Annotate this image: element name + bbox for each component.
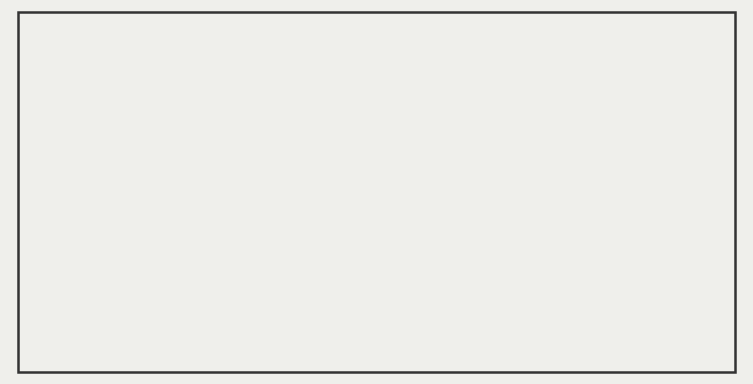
Text: 144,176: 144,176 xyxy=(447,230,498,243)
Bar xyxy=(23,62,730,276)
Text: 2,600: 2,600 xyxy=(688,126,724,139)
Text: 2017: 2017 xyxy=(31,152,62,166)
Text: Year: Year xyxy=(31,84,58,98)
Text: 2,600: 2,600 xyxy=(688,152,724,166)
Bar xyxy=(23,250,730,276)
Text: 2018: 2018 xyxy=(31,179,62,192)
Text: 2,600: 2,600 xyxy=(688,179,724,192)
Text: Table 2: U.S. PHCs Estimated Lives Saved, 2016-2020: Table 2: U.S. PHCs Estimated Lives Saved… xyxy=(30,40,429,53)
Text: 177,716: 177,716 xyxy=(446,205,498,217)
Text: 2,700: 2,700 xyxy=(688,230,724,243)
Text: 2016: 2016 xyxy=(31,126,62,139)
Text: 169,547: 169,547 xyxy=(447,179,498,192)
Text: Number of Estimated
Lives Saved: Number of Estimated Lives Saved xyxy=(239,77,373,105)
Bar xyxy=(23,120,730,146)
Bar xyxy=(23,172,730,198)
Bar xyxy=(23,224,730,250)
Text: 2,700: 2,700 xyxy=(688,205,724,217)
Text: Source: Lives Saved Impact at U.S. Pregnancy Help Centers here: Source: Lives Saved Impact at U.S. Pregn… xyxy=(38,319,401,329)
Text: 163,105: 163,105 xyxy=(447,152,498,166)
Text: 828,131: 828,131 xyxy=(441,257,498,270)
Text: https://lozierinstitute.org/lives-saved-impact-at-us-pregnancy-help-centers/#_ft: https://lozierinstitute.org/lives-saved-… xyxy=(38,341,502,352)
Text: 2019: 2019 xyxy=(31,205,62,217)
Bar xyxy=(23,146,730,172)
Text: *Note: Includes Medical Mobile Units counted as separate PHC locations.: *Note: Includes Medical Mobile Units cou… xyxy=(23,291,453,304)
Text: Total 2016-2020: Total 2016-2020 xyxy=(31,257,145,270)
Text: 173,587: 173,587 xyxy=(446,126,498,139)
Bar xyxy=(23,198,730,224)
Text: 2020: 2020 xyxy=(31,230,62,243)
Bar xyxy=(23,62,730,120)
Text: Number of PHCs
represented*: Number of PHCs represented* xyxy=(512,77,614,105)
